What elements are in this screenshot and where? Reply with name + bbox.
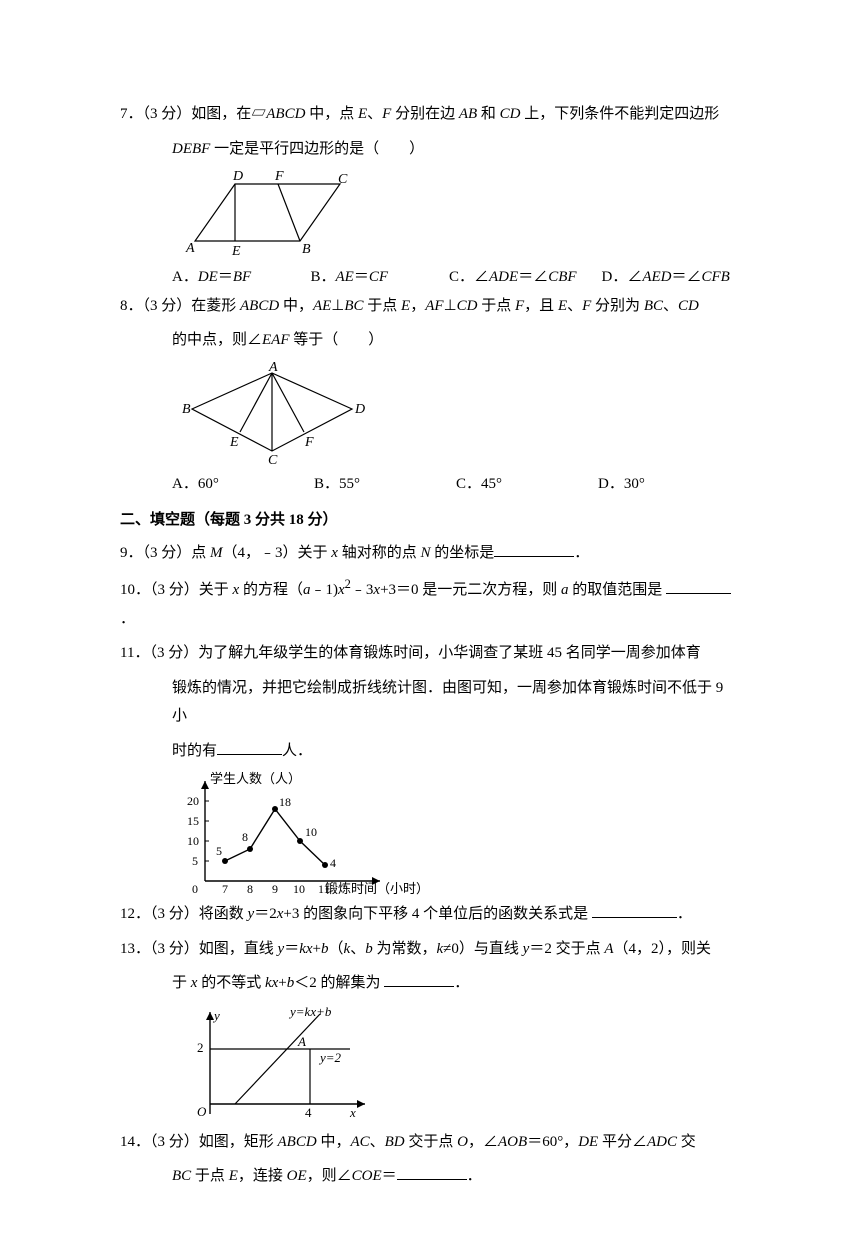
svg-text:4: 4	[330, 856, 336, 870]
svg-text:C: C	[338, 172, 348, 187]
svg-text:B: B	[182, 402, 191, 417]
svg-text:5: 5	[192, 854, 198, 868]
question-13: 13．（3 分）如图，直线 y＝kx+b（k、b 为常数，k≠0）与直线 y＝2…	[120, 935, 740, 964]
q8-opt-a[interactable]: A．60°	[172, 470, 306, 499]
svg-text:8: 8	[247, 882, 253, 896]
q11-line3: 时的有人．	[172, 737, 740, 766]
question-14: 14．（3 分）如图，矩形 ABCD 中，AC、BD 交于点 O，∠AOB＝60…	[120, 1128, 740, 1157]
q13-blank[interactable]	[384, 970, 454, 988]
q7-opt-a[interactable]: A．DE＝BF	[172, 263, 303, 292]
q7-options: A．DE＝BF B．AE＝CF C．∠ADE＝∠CBF D．∠AED＝∠CFB	[172, 263, 740, 292]
q11-line2: 锻炼的情况，并把它绘制成折线统计图．由图可知，一周参加体育锻炼时间不低于 9 小	[172, 674, 740, 731]
svg-text:20: 20	[187, 794, 199, 808]
svg-text:y=kx+b: y=kx+b	[288, 1004, 332, 1019]
svg-text:8: 8	[242, 830, 248, 844]
q8-options: A．60° B．55° C．45° D．30°	[172, 470, 740, 499]
q10-blank[interactable]	[666, 577, 731, 595]
q7-opt-b[interactable]: B．AE＝CF	[311, 263, 442, 292]
q8-figure: A B D E C F	[180, 361, 740, 466]
section-2-title: 二、填空题（每题 3 分共 18 分）	[120, 506, 740, 535]
svg-text:学生人数（人）: 学生人数（人）	[210, 771, 301, 786]
q8-opt-b[interactable]: B．55°	[314, 470, 448, 499]
svg-text:10: 10	[305, 825, 317, 839]
q12-blank[interactable]	[592, 901, 677, 919]
svg-text:x: x	[349, 1105, 356, 1120]
svg-text:D: D	[232, 169, 243, 184]
q7-figure: D F C A E B	[180, 169, 740, 259]
svg-text:锻炼时间（小时）: 锻炼时间（小时）	[325, 881, 429, 896]
q8-opt-c[interactable]: C．45°	[456, 470, 590, 499]
svg-text:0: 0	[192, 882, 198, 896]
q13-line2: 于 x 的不等式 kx+b＜2 的解集为 ．	[172, 969, 740, 998]
svg-text:O: O	[197, 1104, 207, 1119]
svg-text:5: 5	[216, 844, 222, 858]
q7-text: 7．（3 分）如图，在▱	[120, 106, 266, 122]
question-12: 12．（3 分）将函数 y＝2x+3 的图象向下平移 4 个单位后的函数关系式是…	[120, 900, 740, 929]
q8-line2: 的中点，则∠EAF 等于（ ）	[172, 326, 740, 355]
svg-text:A: A	[185, 241, 195, 256]
q14-line2: BC 于点 E，连接 OE，则∠COE＝．	[172, 1162, 740, 1191]
svg-text:B: B	[302, 242, 311, 257]
svg-text:15: 15	[187, 814, 199, 828]
svg-text:E: E	[231, 244, 241, 259]
svg-text:18: 18	[279, 795, 291, 809]
svg-text:9: 9	[272, 882, 278, 896]
q11-blank[interactable]	[217, 737, 282, 755]
q14-blank[interactable]	[397, 1163, 467, 1181]
q7-opt-c[interactable]: C．∠ADE＝∠CBF	[449, 263, 593, 292]
question-9: 9．（3 分）点 M（4，﹣3）关于 x 轴对称的点 N 的坐标是．	[120, 539, 740, 568]
svg-text:y=2: y=2	[318, 1050, 342, 1065]
svg-text:y: y	[212, 1008, 220, 1023]
svg-text:F: F	[304, 435, 314, 450]
q7-abcd: ABCD	[266, 106, 305, 122]
svg-text:F: F	[274, 169, 284, 184]
svg-text:4: 4	[305, 1105, 312, 1120]
question-8: 8．（3 分）在菱形 ABCD 中，AE⊥BC 于点 E，AF⊥CD 于点 F，…	[120, 292, 740, 321]
q11-chart: 0 5 10 15 20 7 8 9 10 11 学生人数（人） 锻炼时间（小时…	[180, 771, 740, 896]
q13-figure: y y=kx+b 2 A y=2 O 4 x	[180, 1004, 740, 1124]
svg-text:D: D	[354, 402, 365, 417]
question-11: 11．（3 分）为了解九年级学生的体育锻炼时间，小华调查了某班 45 名同学一周…	[120, 639, 740, 668]
svg-text:10: 10	[293, 882, 305, 896]
svg-text:10: 10	[187, 834, 199, 848]
svg-text:C: C	[268, 453, 278, 466]
svg-text:E: E	[229, 435, 239, 450]
svg-text:2: 2	[197, 1040, 204, 1055]
q9-blank[interactable]	[494, 539, 574, 557]
question-7: 7．（3 分）如图，在▱ABCD 中，点 E、F 分别在边 AB 和 CD 上，…	[120, 100, 740, 129]
svg-text:A: A	[297, 1034, 306, 1049]
svg-text:A: A	[268, 361, 278, 375]
q7-opt-d[interactable]: D．∠AED＝∠CFB	[601, 263, 732, 292]
q7-line2: DEBF 一定是平行四边形的是（ ）	[172, 135, 740, 164]
svg-text:7: 7	[222, 882, 228, 896]
q8-opt-d[interactable]: D．30°	[598, 470, 732, 499]
question-10: 10．（3 分）关于 x 的方程（a﹣1)x2﹣3x+3＝0 是一元二次方程，则…	[120, 573, 740, 633]
